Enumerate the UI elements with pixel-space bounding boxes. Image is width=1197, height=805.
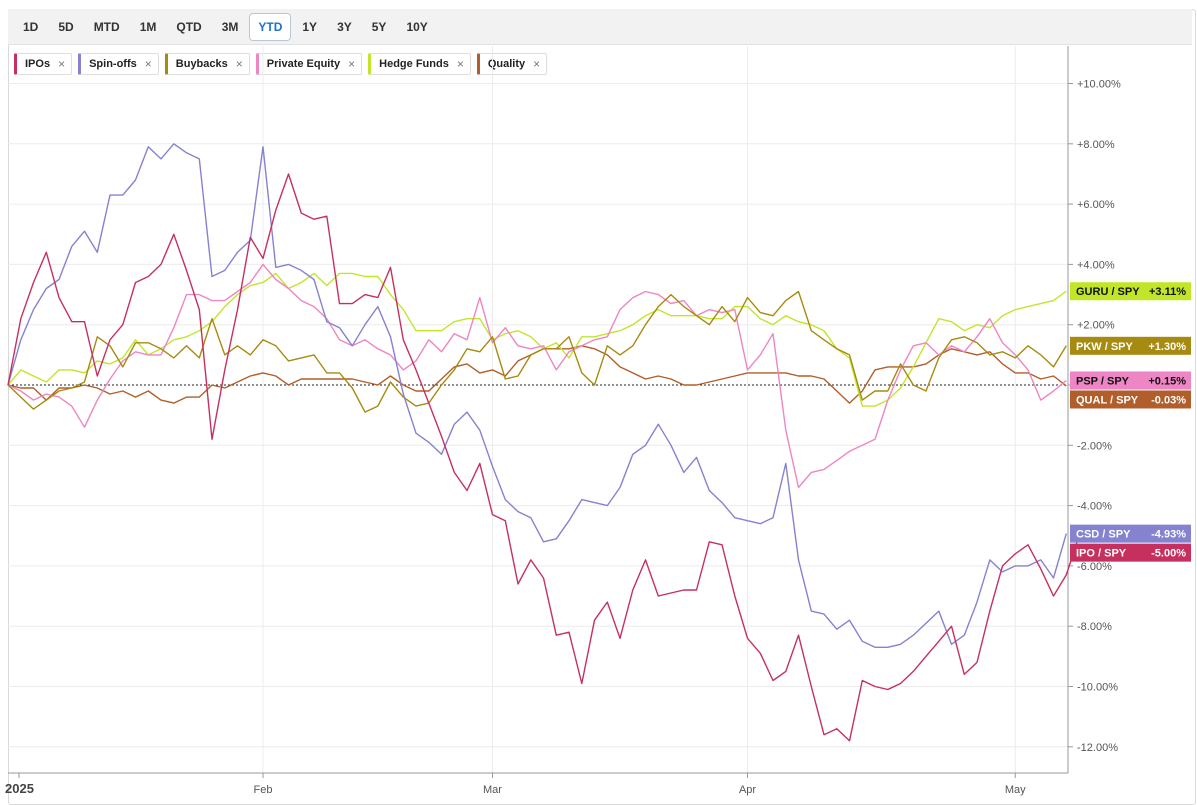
x-tick-label: Mar — [483, 784, 502, 796]
series-line-ipos — [7, 173, 1080, 742]
legend-chip-label: Spin-offs — [89, 58, 137, 70]
value-badge: CSD / SPY -4.93% — [1070, 524, 1191, 543]
y-tick-label: +4.00% — [1077, 259, 1115, 271]
y-tick-label: -12.00% — [1077, 742, 1118, 754]
range-button-ytd[interactable]: YTD — [249, 12, 292, 41]
legend-chip-spin-offs[interactable]: Spin-offs × — [78, 53, 159, 75]
y-tick-label: +6.00% — [1077, 199, 1115, 211]
range-toolbar: 1D 5D MTD 1M QTD 3M YTD 1Y 3Y 5Y 10Y — [8, 9, 1192, 45]
value-badge-ticker: IPO / SPY — [1076, 548, 1127, 560]
range-button-1d[interactable]: 1D — [23, 19, 39, 34]
value-badge-bg — [1070, 524, 1191, 543]
y-tick-label: +8.00% — [1077, 139, 1115, 151]
value-badge: QUAL / SPY -0.03% — [1070, 390, 1191, 409]
value-badge: GURU / SPY +3.11% — [1070, 282, 1191, 301]
range-button-10y[interactable]: 10Y — [406, 19, 428, 34]
series-line-buybacks — [7, 290, 1067, 413]
value-badge-ticker: PKW / SPY — [1076, 341, 1134, 353]
range-button-3y[interactable]: 3Y — [337, 19, 352, 34]
close-icon[interactable]: × — [456, 57, 464, 71]
range-button-5y[interactable]: 5Y — [371, 19, 387, 34]
close-icon[interactable]: × — [58, 57, 66, 71]
range-button-1m[interactable]: 1M — [139, 19, 157, 34]
value-badge-ticker: PSP / SPY — [1076, 375, 1130, 387]
legend-chip-label: Hedge Funds — [379, 58, 449, 70]
value-badge: PKW / SPY +1.30% — [1070, 336, 1191, 355]
legend-chip-label: Quality — [487, 58, 526, 70]
legend-chip-label: Private Equity — [266, 58, 341, 70]
chart-frame — [8, 9, 1196, 805]
y-tick-label: +10.00% — [1077, 79, 1121, 91]
value-badge: IPO / SPY -5.00% — [1070, 543, 1191, 562]
x-tick-label: 2025 — [5, 781, 34, 796]
series-line-hedge-funds — [7, 272, 1067, 407]
y-tick-label: -2.00% — [1077, 440, 1112, 452]
y-tick-label: -6.00% — [1077, 561, 1112, 573]
y-tick-label: +2.00% — [1077, 320, 1115, 332]
series-legend: IPOs × Spin-offs × Buybacks × Private Equity × H… — [14, 53, 553, 75]
x-tick-label: Apr — [739, 784, 756, 796]
close-icon[interactable]: × — [533, 57, 541, 71]
value-badge-bg — [1070, 390, 1191, 409]
legend-chip-buybacks[interactable]: Buybacks × — [164, 53, 250, 75]
legend-chip-private-equity[interactable]: Private Equity × — [255, 53, 363, 75]
close-icon[interactable]: × — [348, 57, 356, 71]
range-button-qtd[interactable]: QTD — [176, 19, 202, 34]
value-badge-value: -4.93% — [1151, 529, 1186, 541]
close-icon[interactable]: × — [144, 57, 152, 71]
series-line-spin-offs — [7, 143, 1067, 648]
value-badge-value: +0.15% — [1148, 375, 1186, 387]
y-tick-label: -10.00% — [1077, 682, 1118, 694]
legend-chip-hedge-funds[interactable]: Hedge Funds × — [368, 53, 471, 75]
value-badge-value: +1.30% — [1148, 341, 1186, 353]
x-tick-label: May — [1005, 784, 1026, 796]
range-button-3m[interactable]: 3M — [221, 19, 239, 34]
legend-chip-quality[interactable]: Quality × — [476, 53, 548, 75]
series-line-private-equity — [7, 263, 1067, 489]
value-badge-ticker: GURU / SPY — [1076, 286, 1140, 298]
y-tick-label: -8.00% — [1077, 621, 1112, 633]
x-tick-label: Feb — [254, 784, 273, 796]
legend-chip-label: IPOs — [25, 58, 51, 70]
legend-chip-ipos[interactable]: IPOs × — [14, 53, 73, 75]
value-badge-value: +3.11% — [1149, 286, 1186, 298]
value-badge-bg — [1070, 282, 1191, 301]
range-button-5d[interactable]: 5D — [58, 19, 74, 34]
value-badge-value: -5.00% — [1151, 548, 1186, 560]
value-badge-bg — [1070, 336, 1191, 355]
value-badge-value: -0.03% — [1151, 394, 1186, 406]
value-badge: PSP / SPY +0.15% — [1070, 371, 1191, 390]
range-button-1y[interactable]: 1Y — [302, 19, 318, 34]
range-button-mtd[interactable]: MTD — [93, 19, 120, 34]
legend-chip-label: Buybacks — [175, 58, 228, 70]
y-tick-label: -4.00% — [1077, 501, 1112, 513]
value-badge-ticker: CSD / SPY — [1076, 529, 1131, 541]
close-icon[interactable]: × — [235, 57, 243, 71]
value-badge-bg — [1070, 371, 1191, 390]
value-badge-ticker: QUAL / SPY — [1076, 394, 1139, 406]
value-badge-bg — [1070, 543, 1191, 562]
